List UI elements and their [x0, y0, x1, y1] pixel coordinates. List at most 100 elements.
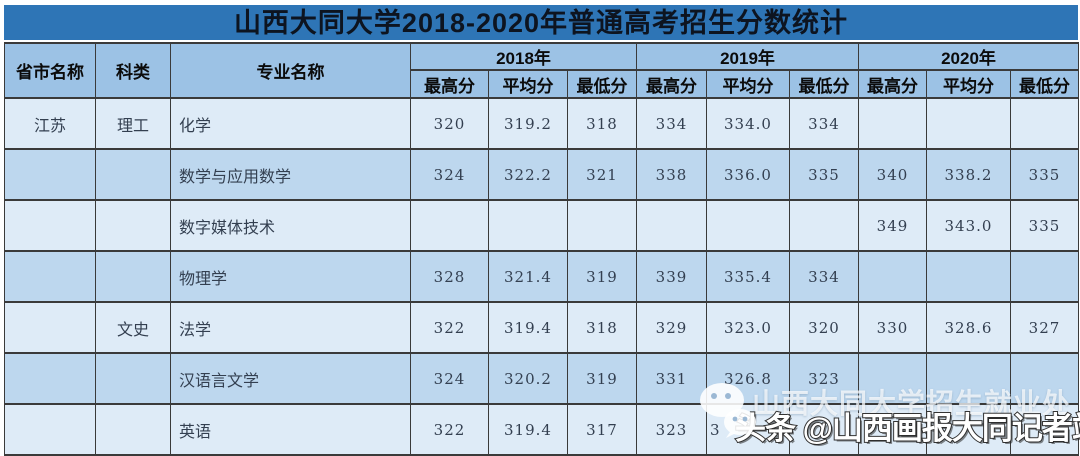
score-cell: 335	[1010, 148, 1079, 201]
score-cell	[1010, 403, 1079, 456]
header-major: 专业名称	[170, 42, 411, 99]
score-cell: 320.2	[488, 352, 568, 405]
score-cell: 338.2	[926, 148, 1011, 201]
score-cell	[1010, 352, 1079, 405]
major-cell: 数学与应用数学	[170, 148, 411, 201]
score-cell: 334	[636, 97, 707, 150]
score-cell: 331	[636, 352, 707, 405]
header-year-2019: 2019年	[636, 42, 859, 71]
table-header: 省市名称 科类 专业名称 2018年 2019年 2020年 最高分 平均分 最…	[4, 42, 1079, 99]
score-cell: 320	[410, 97, 489, 150]
province-cell	[4, 352, 96, 405]
province-cell	[4, 403, 96, 456]
score-cell	[926, 352, 1011, 405]
category-cell	[95, 199, 171, 252]
major-cell: 化学	[170, 97, 411, 150]
table-row: 英语 322 319.4 317 323 3	[4, 403, 1079, 456]
header-2020-avg: 平均分	[926, 69, 1011, 99]
score-cell: 329	[636, 301, 707, 354]
major-cell: 英语	[170, 403, 411, 456]
score-cell: 322.2	[488, 148, 568, 201]
province-cell	[4, 250, 96, 303]
category-cell	[95, 403, 171, 456]
table-row: 文史 法学 322 319.4 318 329 323.0 320 330 32…	[4, 301, 1079, 354]
score-cell: 335	[1010, 199, 1079, 252]
score-cell: 328	[410, 250, 489, 303]
header-2018-max: 最高分	[410, 69, 489, 99]
score-cell: 319.4	[488, 301, 568, 354]
major-cell: 数字媒体技术	[170, 199, 411, 252]
major-cell: 法学	[170, 301, 411, 354]
score-cell-partially-obscured: 3	[706, 403, 790, 456]
score-cell: 339	[636, 250, 707, 303]
table-row: 物理学 328 321.4 319 339 335.4 334	[4, 250, 1079, 303]
score-cell: 335	[789, 148, 859, 201]
score-cell	[858, 403, 927, 456]
admission-score-table: 省市名称 科类 专业名称 2018年 2019年 2020年 最高分 平均分 最…	[4, 42, 1079, 456]
score-cell: 318	[567, 97, 637, 150]
score-cell: 321	[567, 148, 637, 201]
score-cell	[858, 97, 927, 150]
score-cell: 322	[410, 301, 489, 354]
score-cell	[1010, 250, 1079, 303]
score-table-sheet: 山西大同大学2018-2020年普通高考招生分数统计 省市名称 科类 专业名称 …	[4, 5, 1079, 456]
score-cell: 323	[789, 352, 859, 405]
category-cell	[95, 148, 171, 201]
category-cell: 理工	[95, 97, 171, 150]
score-cell: 321.4	[488, 250, 568, 303]
score-cell	[858, 352, 927, 405]
table-row: 数字媒体技术 349 343.0 335	[4, 199, 1079, 252]
category-cell: 文史	[95, 301, 171, 354]
header-province: 省市名称	[4, 42, 96, 99]
province-cell	[4, 199, 96, 252]
score-cell: 328.6	[926, 301, 1011, 354]
score-cell	[706, 199, 790, 252]
score-cell: 323.0	[706, 301, 790, 354]
score-cell: 318	[567, 301, 637, 354]
score-cell: 317	[567, 403, 637, 456]
header-year-2020: 2020年	[858, 42, 1079, 71]
score-cell	[636, 199, 707, 252]
category-cell	[95, 250, 171, 303]
table-row: 数学与应用数学 324 322.2 321 338 336.0 335 340 …	[4, 148, 1079, 201]
header-2019-max: 最高分	[636, 69, 707, 99]
major-cell: 汉语言文学	[170, 352, 411, 405]
score-cell	[926, 250, 1011, 303]
score-cell: 324	[410, 148, 489, 201]
score-cell: 319	[567, 250, 637, 303]
province-cell: 江苏	[4, 97, 96, 150]
score-cell: 327	[1010, 301, 1079, 354]
category-cell	[95, 352, 171, 405]
score-cell: 322	[410, 403, 489, 456]
header-2018-min: 最低分	[567, 69, 637, 99]
header-year-2018: 2018年	[410, 42, 637, 71]
score-cell	[789, 199, 859, 252]
score-cell	[488, 199, 568, 252]
page-title: 山西大同大学2018-2020年普通高考招生分数统计	[4, 5, 1078, 40]
table-row: 汉语言文学 324 320.2 319 331 326.8 323	[4, 352, 1079, 405]
score-cell: 324	[410, 352, 489, 405]
score-cell: 349	[858, 199, 927, 252]
header-category: 科类	[95, 42, 171, 99]
score-cell: 340	[858, 148, 927, 201]
score-cell: 319.2	[488, 97, 568, 150]
score-cell: 334.0	[706, 97, 790, 150]
score-cell: 336.0	[706, 148, 790, 201]
score-cell: 343.0	[926, 199, 1011, 252]
score-cell: 330	[858, 301, 927, 354]
score-cell	[410, 199, 489, 252]
header-2019-avg: 平均分	[706, 69, 790, 99]
province-cell	[4, 148, 96, 201]
score-cell: 335.4	[706, 250, 790, 303]
header-2020-min: 最低分	[1010, 69, 1079, 99]
major-cell: 物理学	[170, 250, 411, 303]
score-cell: 319	[567, 352, 637, 405]
table-body: 江苏 理工 化学 320 319.2 318 334 334.0 334 数学与…	[4, 97, 1079, 456]
score-cell: 320	[789, 301, 859, 354]
table-row: 江苏 理工 化学 320 319.2 318 334 334.0 334	[4, 97, 1079, 150]
score-cell: 323	[636, 403, 707, 456]
score-cell	[926, 403, 1011, 456]
score-cell	[1010, 97, 1079, 150]
score-cell	[926, 97, 1011, 150]
score-cell	[858, 250, 927, 303]
